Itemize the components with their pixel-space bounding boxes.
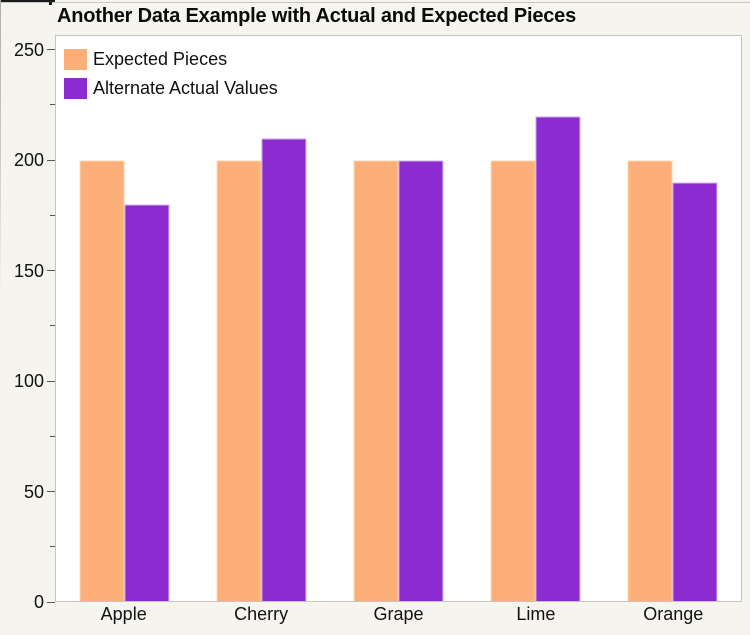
legend-swatch-alternate-actual-values[interactable] bbox=[64, 78, 87, 99]
plot-area: Expected Pieces Alternate Actual Values bbox=[55, 35, 742, 602]
y-major-tick-150 bbox=[47, 270, 55, 271]
bar-cherry-series-1[interactable] bbox=[261, 138, 307, 601]
chart-title: Another Data Example with Actual and Exp… bbox=[57, 5, 577, 27]
left-edge-line bbox=[0, 0, 1, 300]
legend-swatch-expected-pieces[interactable] bbox=[64, 49, 87, 70]
bar-orange-series-0[interactable] bbox=[627, 160, 673, 601]
y-tick-label-250: 250 bbox=[13, 39, 44, 60]
bar-grape-series-1[interactable] bbox=[398, 160, 444, 601]
y-major-tick-0 bbox=[47, 601, 55, 603]
bar-apple-series-1[interactable] bbox=[124, 204, 170, 601]
y-major-tick-100 bbox=[47, 380, 55, 382]
legend-label-alternate-actual-values: Alternate Actual Values bbox=[93, 78, 278, 98]
y-major-tick-50 bbox=[47, 491, 55, 492]
y-tick-label-200: 200 bbox=[13, 150, 44, 170]
legend-label-expected-pieces: Expected Pieces bbox=[93, 49, 228, 69]
bar-lime-series-0[interactable] bbox=[490, 160, 536, 601]
top-divider-line bbox=[0, 2, 750, 3]
top-tick-fragment bbox=[49, 0, 52, 5]
bars-svg bbox=[79, 116, 718, 601]
y-tick-label-150: 150 bbox=[13, 260, 44, 281]
y-tick-label-100: 100 bbox=[13, 371, 44, 391]
y-tick-label-50: 50 bbox=[23, 481, 44, 502]
x-tick-label-apple: Apple bbox=[100, 604, 147, 624]
y-tick-label-0: 0 bbox=[33, 592, 44, 612]
top-left-edge-fragment bbox=[0, 0, 55, 2]
y-major-tick-250 bbox=[47, 49, 55, 50]
x-tick-label-lime: Lime bbox=[516, 604, 556, 624]
y-major-tick-200 bbox=[47, 159, 55, 161]
legend-item-actual[interactable]: Alternate Actual Values bbox=[64, 74, 278, 103]
x-tick-label-grape: Grape bbox=[373, 604, 424, 624]
legend-item-expected[interactable]: Expected Pieces bbox=[64, 45, 278, 74]
legend: Expected Pieces Alternate Actual Values bbox=[64, 45, 278, 103]
bar-orange-series-1[interactable] bbox=[672, 182, 718, 601]
bar-apple-series-0[interactable] bbox=[79, 160, 125, 601]
x-tick-label-orange: Orange bbox=[643, 604, 704, 624]
bar-lime-series-1[interactable] bbox=[535, 116, 581, 601]
bar-grape-series-0[interactable] bbox=[353, 160, 399, 601]
x-tick-label-cherry: Cherry bbox=[234, 604, 289, 624]
bar-cherry-series-0[interactable] bbox=[216, 160, 262, 601]
